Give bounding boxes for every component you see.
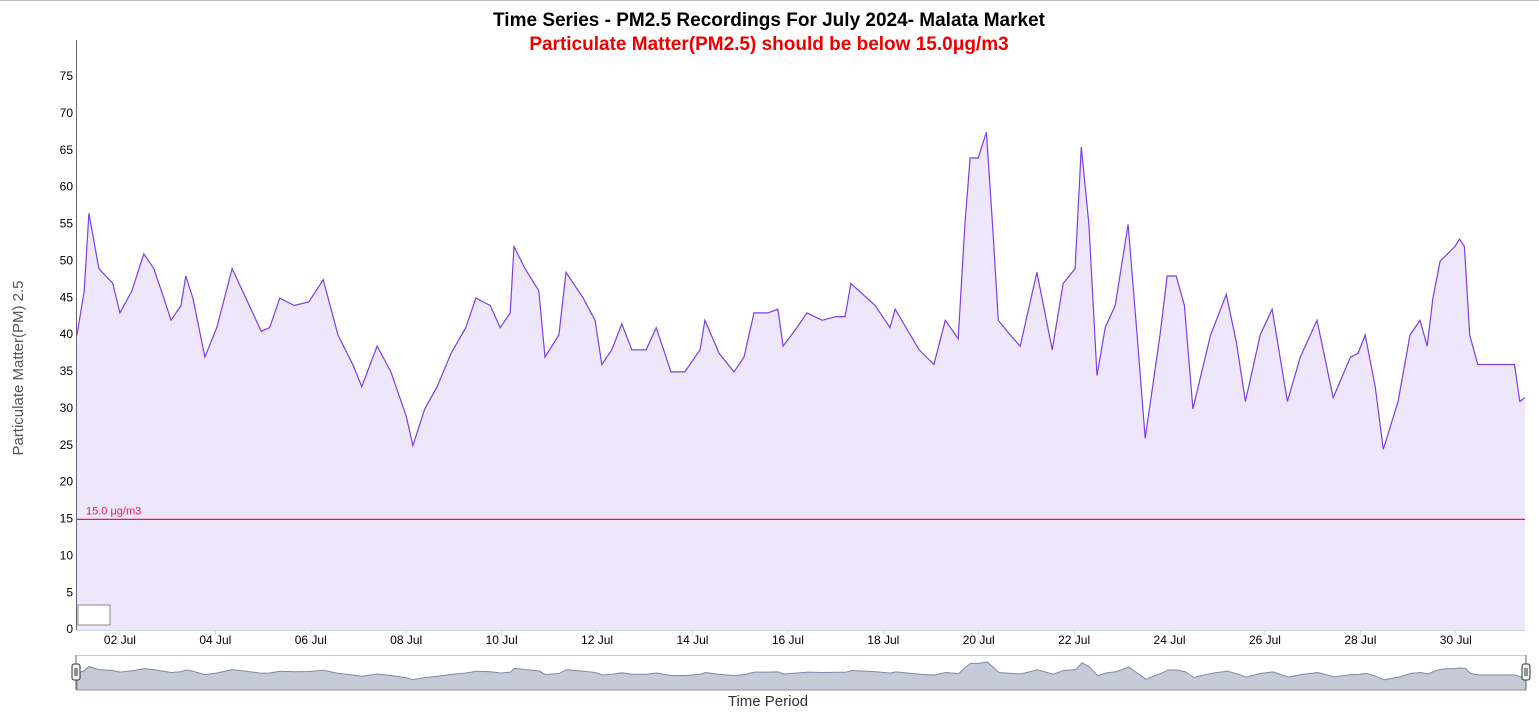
area-fill [77, 132, 1525, 630]
chart-title: Time Series - PM2.5 Recordings For July … [493, 10, 1046, 31]
x-tick-label: 18 Jul [867, 633, 899, 647]
y-tick-label: 15 [60, 512, 74, 526]
x-tick-label: 22 Jul [1058, 633, 1090, 647]
chart-subtitle: Particulate Matter(PM2.5) should be belo… [529, 34, 1008, 55]
series-line [76, 132, 1526, 450]
x-tick-label: 14 Jul [676, 633, 708, 647]
y-tick-label: 55 [60, 217, 74, 231]
y-tick-label: 50 [60, 253, 74, 267]
y-tick-label: 45 [60, 290, 74, 304]
y-tick-label: 5 [66, 585, 73, 599]
navigator-area [76, 661, 1527, 691]
range-input-box [77, 604, 111, 626]
x-tick-label: 06 Jul [295, 633, 327, 647]
y-tick-label: 30 [60, 401, 74, 415]
x-tick-label: 16 Jul [772, 633, 804, 647]
x-tick-label: 04 Jul [199, 633, 231, 647]
x-tick-label: 26 Jul [1249, 633, 1281, 647]
navigator-handle[interactable] [1521, 663, 1531, 681]
navigator-handle[interactable] [71, 663, 81, 681]
y-tick-label: 40 [60, 327, 74, 341]
threshold-label: 15.0 μg/m3 [86, 505, 141, 517]
x-tick-label: 02 Jul [104, 633, 136, 647]
y-tick-label: 75 [60, 69, 74, 83]
y-tick-label: 60 [60, 180, 74, 194]
y-tick-label: 65 [60, 143, 74, 157]
x-tick-label: 10 Jul [486, 633, 518, 647]
y-tick-label: 10 [60, 548, 74, 562]
x-tick-label: 12 Jul [581, 633, 613, 647]
x-tick-label: 24 Jul [1154, 633, 1186, 647]
y-tick-label: 0 [66, 622, 73, 636]
x-tick-label: 20 Jul [963, 633, 995, 647]
y-tick-label: 25 [60, 438, 74, 452]
y-tick-label: 70 [60, 106, 74, 120]
x-tick-label: 30 Jul [1440, 633, 1472, 647]
x-axis-title: Time Period [728, 693, 808, 710]
x-tick-label: 08 Jul [390, 633, 422, 647]
x-tick-label: 28 Jul [1344, 633, 1376, 647]
y-axis-title: Particulate Matter(PM) 2.5 [10, 280, 27, 455]
y-tick-label: 20 [60, 475, 74, 489]
y-tick-label: 35 [60, 364, 74, 378]
